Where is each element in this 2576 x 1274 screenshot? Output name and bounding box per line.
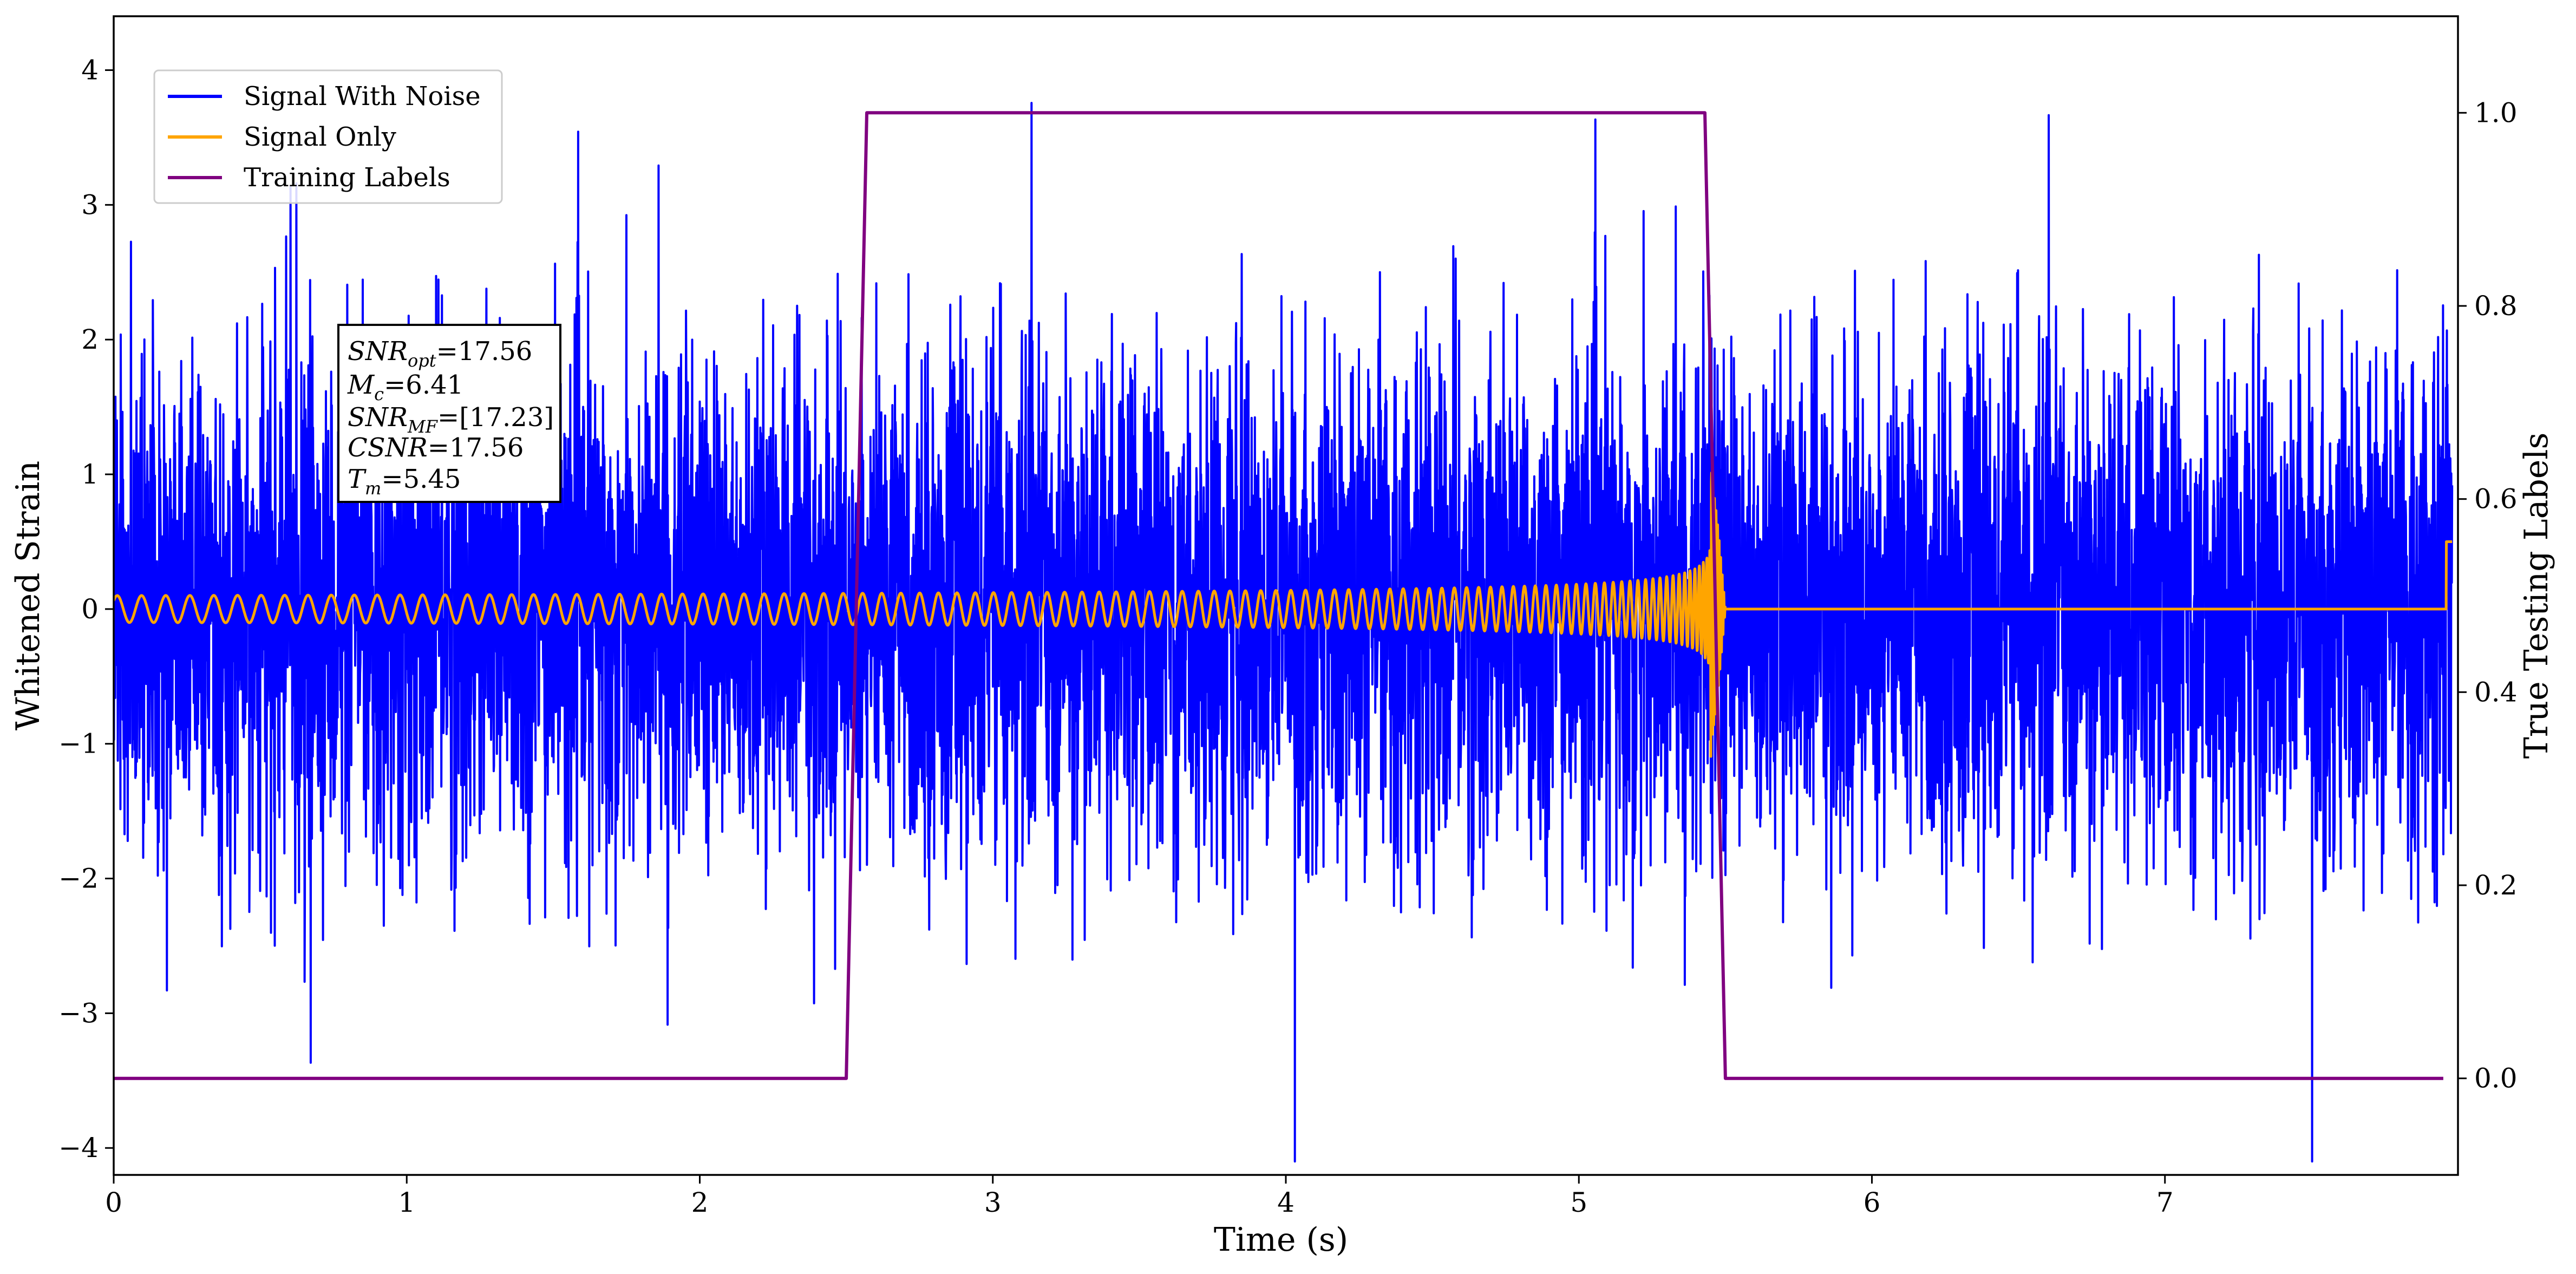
y-axis-right: 0.0 0.2 0.4 0.6 0.8 1.0	[2458, 97, 2518, 1094]
y-right-tick-label: 0.8	[2474, 290, 2518, 322]
series-line-signal-only	[114, 471, 2454, 758]
annotation-csnr: CSNR=17.56	[348, 433, 524, 463]
y-tick-label: −4	[58, 1132, 99, 1164]
y-right-tick-label: 0.0	[2474, 1063, 2518, 1094]
y-tick-label: −3	[58, 997, 99, 1029]
legend-label-signal-with-noise: Signal With Noise	[244, 81, 481, 112]
x-tick-label: 5	[1570, 1187, 1587, 1218]
x-tick-label: 0	[105, 1187, 122, 1218]
x-axis-label: Time (s)	[1214, 1221, 1348, 1259]
y-right-tick-label: 0.6	[2474, 484, 2518, 515]
y-right-tick-label: 0.2	[2474, 870, 2518, 901]
x-tick-label: 4	[1277, 1187, 1294, 1218]
series-line-training-labels	[114, 111, 2443, 1080]
y-tick-label: 3	[81, 189, 99, 220]
annotation-snr-mf: SNRMF=[17.23]	[348, 402, 554, 437]
legend-label-signal-only: Signal Only	[244, 122, 396, 152]
annotation-box-frame	[337, 324, 561, 503]
y-tick-label: −2	[58, 863, 99, 894]
annotation-chirp-mass: Mc=6.41	[347, 370, 463, 404]
x-tick-label: 2	[691, 1187, 709, 1218]
y-axis-right-label: True Testing Labels	[2518, 433, 2555, 759]
annotation-snr-opt: SNRopt=17.56	[348, 336, 532, 371]
annotation-merger-time: Tm=5.45	[348, 464, 461, 499]
y-tick-label: −1	[58, 728, 99, 760]
y-tick-label: 1	[81, 459, 99, 490]
legend: Signal With Noise Signal Only Training L…	[153, 69, 503, 204]
y-right-tick-label: 1.0	[2474, 97, 2518, 128]
y-right-tick-label: 0.4	[2474, 676, 2518, 708]
x-tick-label: 7	[2156, 1187, 2174, 1218]
y-axis-label: Whitened Strain	[9, 461, 47, 730]
parameter-annotation-box: SNRopt=17.56 Mc=6.41 SNRMF=[17.23] CSNR=…	[337, 324, 561, 503]
x-tick-label: 3	[984, 1187, 1002, 1218]
y-tick-label: 2	[81, 324, 99, 355]
x-axis: 0 1 2 3 4 5 6 7	[105, 1175, 2174, 1218]
legend-label-training-labels: Training Labels	[244, 162, 450, 193]
y-axis-left: −4 −3 −2 −1 0 1 2 3 4	[58, 55, 114, 1164]
x-tick-label: 6	[1864, 1187, 1881, 1218]
legend-box	[153, 69, 503, 204]
y-tick-label: 0	[81, 593, 99, 625]
x-tick-label: 1	[398, 1187, 415, 1218]
y-tick-label: 4	[81, 55, 99, 86]
